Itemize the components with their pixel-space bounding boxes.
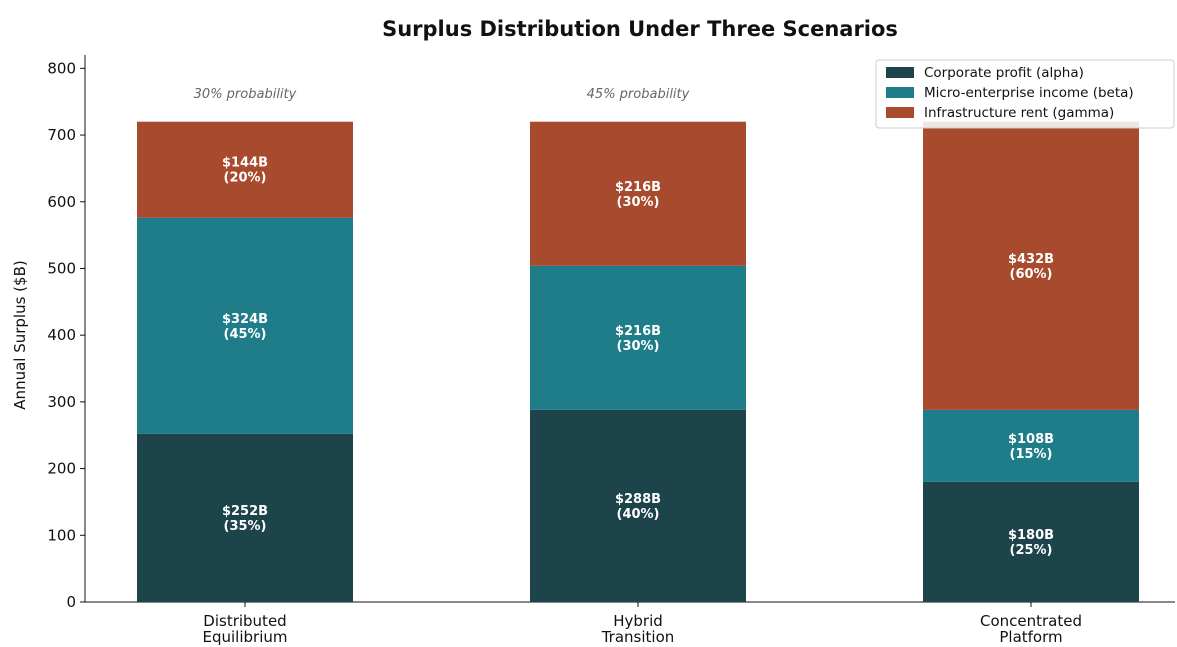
data-label: $144B (222, 156, 268, 171)
data-label: $288B (615, 492, 661, 507)
data-label: (20%) (224, 171, 267, 186)
legend-swatch (886, 87, 914, 98)
data-label: $252B (222, 504, 268, 519)
y-tick-label: 400 (47, 326, 76, 344)
data-label: $324B (222, 312, 268, 327)
y-tick-label: 800 (47, 59, 76, 77)
legend-swatch (886, 67, 914, 78)
probability-annotation: 45% probability (587, 87, 690, 102)
data-label: (30%) (617, 339, 660, 354)
bar-segment (137, 121, 353, 218)
x-tick-label: Transition (601, 628, 675, 646)
bar-segment (530, 265, 746, 410)
y-tick-label: 700 (47, 126, 76, 144)
data-label: $216B (615, 324, 661, 339)
bars: $252B(35%) $324B(45%) $144B(20%) 30% probab… (137, 87, 1139, 602)
legend-entry: Infrastructure rent (gamma) (924, 105, 1114, 121)
bar-segment (530, 121, 746, 266)
bar-segment (923, 409, 1139, 482)
legend-entry: Micro-enterprise income (beta) (924, 85, 1134, 101)
chart-title: Surplus Distribution Under Three Scenari… (382, 17, 898, 41)
data-label: (35%) (224, 519, 267, 534)
y-tick-label: 0 (66, 593, 76, 611)
x-tick-label: Equilibrium (203, 628, 288, 646)
bar-segment (137, 433, 353, 602)
data-label: (30%) (617, 195, 660, 210)
data-label: $180B (1008, 528, 1054, 543)
y-tick-label: 600 (47, 193, 76, 211)
y-tick-label: 300 (47, 393, 76, 411)
x-tick-label: Distributed (203, 612, 286, 630)
bar-segment (137, 217, 353, 434)
data-label: (60%) (1010, 267, 1053, 282)
data-label: (45%) (224, 327, 267, 342)
legend-box (875, 59, 1175, 129)
legend-entry: Corporate profit (alpha) (924, 65, 1084, 81)
x-tick-label: Hybrid (613, 612, 663, 630)
data-label: (25%) (1010, 543, 1053, 558)
probability-annotation: 30% probability (194, 87, 297, 102)
data-label: $216B (615, 180, 661, 195)
bar-segment (923, 121, 1139, 410)
axes: 0 100 200 300 400 500 600 700 800 DistributedEqui… (47, 55, 1175, 646)
data-label: (15%) (1010, 447, 1053, 462)
legend: Corporate profit (alpha) Micro-enterprise… (875, 59, 1175, 129)
y-axis-label: Annual Surplus ($B) (11, 260, 29, 409)
data-label: $108B (1008, 432, 1054, 447)
x-tick-label: Concentrated (980, 612, 1082, 630)
bar-segment (923, 481, 1139, 602)
data-label: $432B (1008, 252, 1054, 267)
y-tick-label: 100 (47, 526, 76, 544)
legend-swatch (886, 107, 914, 118)
x-tick-label: Platform (999, 628, 1062, 646)
y-tick-label: 500 (47, 259, 76, 277)
bar-segment (530, 409, 746, 602)
y-tick-label: 200 (47, 460, 76, 478)
data-label: (40%) (617, 507, 660, 522)
